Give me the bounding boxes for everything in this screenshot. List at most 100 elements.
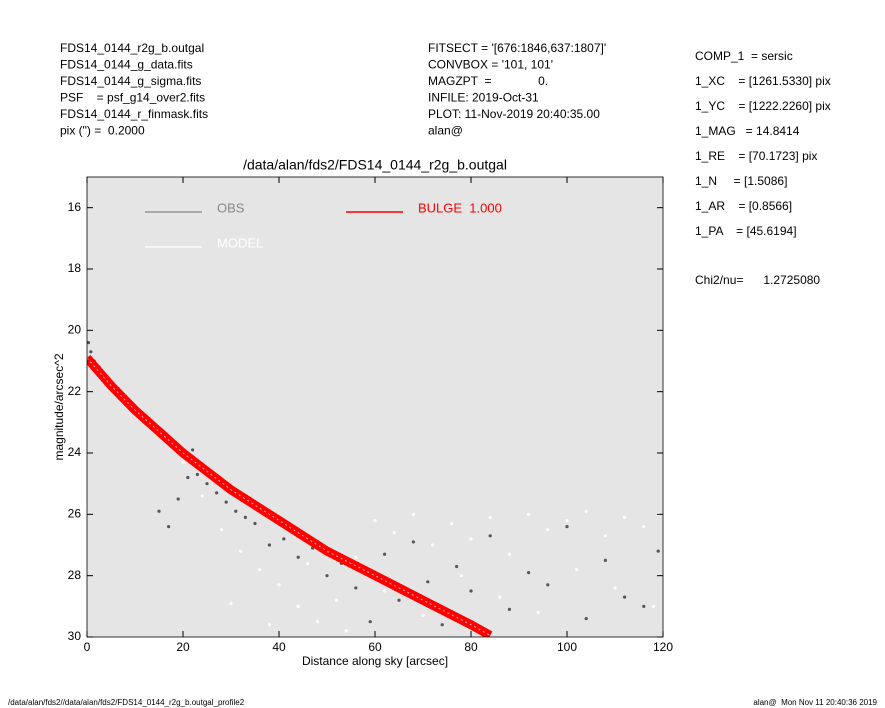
data-point	[488, 515, 492, 520]
data-point	[253, 521, 257, 526]
data-point	[651, 604, 656, 608]
y-tick-label: 24	[68, 445, 82, 459]
header-middle-line: FITSECT = '[676:1846,637:1807]'	[428, 41, 606, 55]
data-point	[584, 509, 588, 513]
header-left-line: FDS14_0144_r_finmask.fits	[60, 107, 208, 121]
legend-label: MODEL	[217, 235, 263, 250]
data-point	[507, 552, 511, 556]
data-point	[431, 543, 435, 547]
data-point	[325, 574, 329, 578]
data-point	[546, 583, 550, 587]
data-point	[488, 534, 492, 538]
data-point	[450, 521, 454, 526]
x-tick-label: 120	[653, 640, 673, 654]
data-point	[167, 525, 171, 529]
data-point	[344, 629, 348, 633]
data-point	[157, 509, 161, 513]
data-point	[613, 586, 617, 590]
data-point	[469, 589, 473, 593]
data-point	[565, 518, 569, 523]
data-point	[642, 604, 646, 608]
data-point	[455, 564, 459, 569]
header-right-line: COMP_1 = sersic	[695, 49, 793, 63]
header-middle-line: CONVBOX = '101, 101'	[428, 58, 553, 72]
legend-label: BULGE 1.000	[418, 200, 502, 215]
data-point	[224, 500, 228, 504]
data-point	[239, 549, 243, 553]
data-point	[392, 531, 396, 535]
data-point	[623, 515, 627, 520]
y-tick-label: 28	[68, 568, 82, 582]
data-point	[507, 607, 511, 612]
footer-left: /data/alan/fds2//data/alan/fds2/FDS14_01…	[8, 698, 245, 707]
header-middle-line: alan@	[428, 124, 463, 138]
header-right-line: 1_RE = [70.1723] pix	[695, 149, 817, 163]
data-point	[656, 549, 660, 553]
data-point	[234, 509, 238, 513]
data-point	[383, 552, 387, 556]
data-point	[536, 610, 540, 615]
header-right-line: 1_XC = [1261.5330] pix	[695, 74, 831, 88]
data-point	[411, 540, 415, 544]
y-axis-label: magnitude/arcsec^2	[52, 353, 66, 460]
data-point	[575, 567, 579, 572]
chi2: Chi2/nu= 1.2725080	[695, 273, 820, 287]
data-point	[191, 448, 195, 452]
data-point	[219, 528, 223, 532]
data-point	[373, 518, 377, 523]
footer-right: alan@ Mon Nov 11 20:40:36 2019	[753, 698, 877, 707]
header-middle-line: INFILE: 2019-Oct-31	[428, 91, 539, 105]
data-point	[282, 537, 286, 541]
data-point	[195, 472, 199, 477]
y-tick-label: 16	[68, 200, 82, 214]
data-point	[267, 623, 271, 627]
data-point	[383, 589, 387, 593]
y-tick-label: 18	[68, 261, 82, 275]
y-tick-label: 30	[68, 629, 82, 643]
data-point	[584, 617, 588, 621]
data-point	[277, 583, 281, 587]
data-point	[267, 543, 271, 547]
header-right-line: 1_YC = [1222.2260] pix	[695, 99, 831, 113]
plot-data	[87, 341, 660, 637]
data-point	[186, 475, 190, 480]
x-tick-label: 20	[176, 640, 190, 654]
header-right-line: 1_AR = [0.8566]	[695, 199, 792, 213]
data-point	[426, 580, 430, 584]
x-tick-label: 60	[368, 640, 382, 654]
data-point	[498, 595, 502, 599]
data-point	[440, 623, 444, 627]
plot-background	[87, 177, 663, 637]
y-tick-label: 26	[68, 507, 82, 521]
data-point	[469, 537, 473, 541]
data-point	[368, 620, 372, 624]
data-point	[176, 497, 180, 501]
y-tick-label: 20	[68, 323, 82, 337]
header-left-line: PSF = psf_g14_over2.fits	[60, 91, 205, 105]
data-point	[215, 491, 219, 495]
data-point	[527, 571, 531, 575]
data-point	[205, 482, 209, 486]
bulge-line-core	[87, 357, 491, 636]
data-point	[296, 555, 300, 559]
legend-label: OBS	[217, 200, 245, 215]
x-tick-label: 0	[84, 640, 91, 654]
data-point	[411, 512, 415, 516]
data-point	[296, 604, 300, 608]
data-point	[200, 494, 204, 498]
data-point	[421, 613, 425, 618]
data-point	[527, 512, 531, 516]
data-point	[315, 620, 319, 624]
data-point	[258, 567, 262, 572]
data-point	[89, 350, 93, 354]
data-point	[642, 525, 646, 529]
header-left-line: FDS14_0144_g_sigma.fits	[60, 74, 201, 88]
header-middle-line: MAGZPT = 0.	[428, 74, 548, 88]
x-tick-label: 40	[272, 640, 286, 654]
header-right-line: 1_PA = [45.6194]	[695, 224, 797, 238]
data-point	[565, 525, 569, 529]
data-point	[603, 558, 608, 562]
data-point	[354, 555, 358, 559]
data-point	[229, 601, 233, 605]
